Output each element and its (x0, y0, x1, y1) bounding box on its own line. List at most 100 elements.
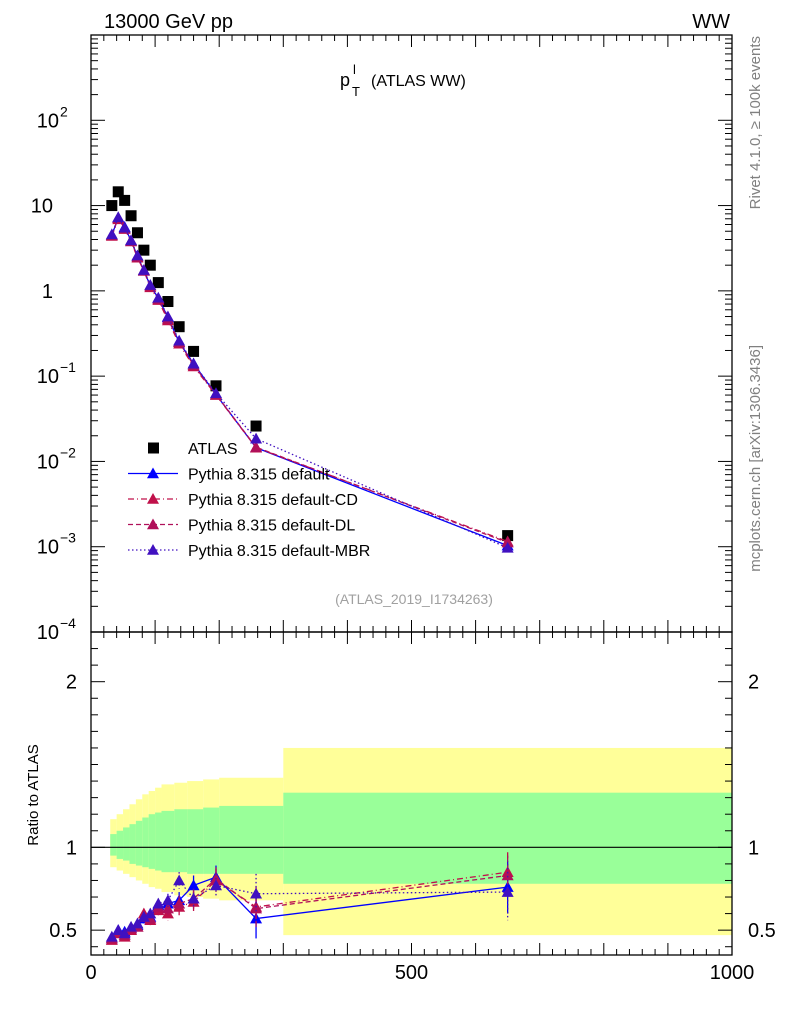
ratio-point (125, 920, 138, 932)
title-rest: (ATLAS WW) (371, 73, 466, 90)
main-ytick-label: 10 −2 (37, 444, 76, 473)
legend-marker (147, 493, 159, 504)
ratio-point (161, 894, 174, 906)
ratio-point (112, 924, 125, 935)
legend-label: Pythia 8.315 default-MBR (188, 543, 370, 560)
green-band-bin (174, 809, 188, 873)
title-main: p (340, 70, 350, 90)
xtick-label: 500 (395, 962, 428, 984)
legend-marker (147, 467, 159, 479)
main-ytick-label: 10 2 (37, 103, 68, 132)
title-sub: T (352, 84, 360, 99)
ratio-point (118, 927, 131, 939)
ytick-base: 1 (42, 281, 53, 303)
data-point (188, 345, 200, 357)
ratio-point (173, 874, 186, 886)
ratio-ytick-label-right: 1 (748, 837, 759, 859)
data-point (250, 420, 262, 432)
ytick-exponent: 2 (60, 103, 68, 119)
ytick-exponent: −2 (60, 444, 76, 460)
data-point (125, 210, 137, 222)
data-point (187, 357, 200, 369)
green-band-bin (155, 812, 162, 871)
main-ytick-label: 10 (31, 196, 53, 218)
ratio-ylabel: Ratio to ATLAS (25, 744, 42, 845)
xtick-label: 0 (85, 962, 96, 984)
ytick-base: 10 (37, 451, 59, 473)
ratio-ytick-label: 2 (66, 672, 77, 694)
data-point (125, 234, 138, 246)
green-band-bin (135, 820, 143, 866)
legend: ATLAS Pythia 8.315 default Pythia 8.315 de… (128, 441, 370, 560)
energy-label: 13000 GeV pp (104, 11, 233, 33)
ytick-exponent: −3 (60, 530, 76, 546)
ratio-point (187, 879, 200, 891)
xtick-label: 1000 (710, 962, 755, 984)
main-title: p T l (ATLAS WW) (340, 62, 466, 99)
green-band-bin (203, 807, 220, 874)
green-band-bin (161, 810, 175, 873)
title-sup: l (353, 62, 356, 77)
data-point (161, 310, 174, 322)
ratio-point (152, 897, 165, 909)
green-band-bin (110, 834, 117, 856)
main-ytick-label: 10 −4 (37, 615, 76, 644)
data-point (119, 194, 131, 206)
ytick-base: 10 (31, 196, 53, 218)
series-4 (105, 211, 514, 553)
ratio-point (501, 886, 514, 897)
green-band-bin (142, 817, 149, 868)
ratio-point (105, 930, 118, 942)
ratio-point (161, 902, 174, 914)
ratio-series-3 (105, 863, 514, 942)
ratio-point (131, 917, 144, 929)
green-band-bin (116, 830, 124, 859)
green-band-bin (123, 827, 130, 861)
data-point (152, 291, 165, 303)
data-point (173, 321, 185, 333)
data-point (501, 541, 514, 553)
data-point (144, 259, 156, 271)
green-band-bin (129, 824, 136, 864)
data-point (112, 186, 124, 198)
process-label: WW (692, 11, 730, 33)
ratio-ytick-label: 1 (66, 837, 77, 859)
rivet-label: Rivet 4.1.0, ≥ 100k events (747, 36, 764, 209)
ratio-uncertainty-bands (91, 747, 732, 936)
data-point (131, 227, 143, 239)
legend-label: Pythia 8.315 default-DL (188, 518, 355, 535)
ratio-point (187, 892, 200, 904)
ratio-point (144, 907, 157, 919)
ratio-ytick-label: 0.5 (49, 920, 77, 942)
ytick-base: 10 (37, 537, 59, 559)
ratio-point (137, 910, 150, 922)
data-point (162, 296, 174, 308)
data-point (209, 387, 222, 399)
legend-marker (148, 442, 159, 454)
series-0 (106, 186, 514, 542)
green-band-bin (187, 809, 204, 874)
data-point (152, 277, 164, 289)
ytick-exponent: −1 (60, 359, 76, 375)
main-ytick-label: 10 −1 (37, 359, 76, 388)
data-point (137, 264, 150, 275)
ytick-base: 10 (37, 366, 59, 388)
data-point (250, 441, 263, 452)
ratio-point (173, 897, 186, 909)
data-point (131, 249, 144, 261)
legend-label: ATLAS (188, 441, 238, 458)
legend-marker (147, 518, 159, 530)
data-point (173, 334, 186, 346)
data-point (138, 244, 150, 256)
data-point (118, 221, 131, 233)
data-point (106, 200, 118, 212)
legend-item: Pythia 8.315 default-DL (128, 518, 355, 535)
legend-item: Pythia 8.315 default-CD (128, 492, 358, 509)
data-point (250, 432, 263, 444)
main-ytick-label: 10 −3 (37, 530, 76, 559)
legend-marker (147, 544, 159, 555)
ratio-point (209, 879, 222, 891)
data-point (144, 279, 157, 290)
ratio-point (501, 869, 514, 881)
legend-item: Pythia 8.315 default-MBR (128, 543, 370, 560)
